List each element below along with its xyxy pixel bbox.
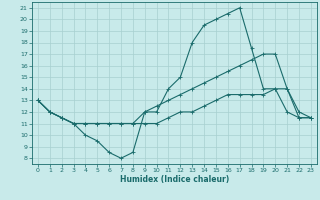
X-axis label: Humidex (Indice chaleur): Humidex (Indice chaleur) [120, 175, 229, 184]
